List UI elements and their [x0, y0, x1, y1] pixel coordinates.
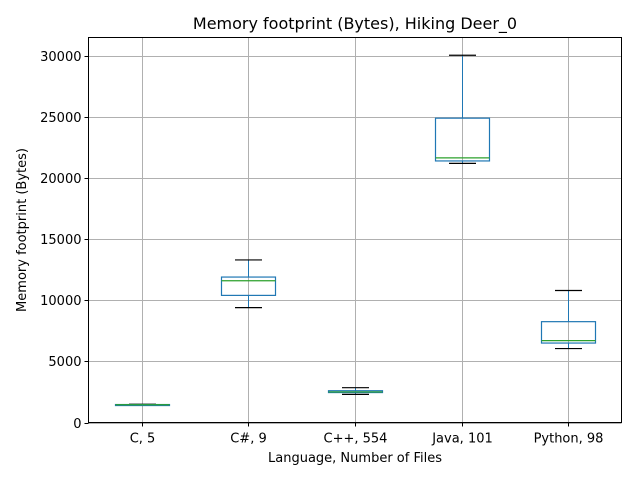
x-tick-label: C++, 554 [324, 432, 388, 447]
iqr-box [220, 276, 277, 296]
y-tick-label: 0 [73, 417, 81, 432]
y-axis-label: Memory footprint (Bytes) [15, 148, 30, 312]
x-tick-label: C, 5 [130, 432, 156, 447]
y-tick-label: 10000 [40, 294, 81, 309]
y-tick-label: 30000 [40, 50, 81, 65]
grid-lines [88, 37, 622, 424]
box-2 [327, 387, 384, 395]
x-axis: C, 5 C#, 9 C++, 554 Java, 101 Python, 98 [130, 422, 604, 447]
y-tick-label: 20000 [40, 172, 81, 187]
box-1 [220, 259, 277, 309]
x-tick-label: Python, 98 [534, 432, 604, 447]
x-tick-label: Java, 101 [431, 432, 493, 447]
x-tick-label: C#, 9 [230, 432, 267, 447]
iqr-box [540, 321, 597, 344]
box-4 [540, 289, 597, 350]
x-axis-label: Language, Number of Files [268, 451, 442, 466]
box-series [114, 54, 597, 407]
chart-title: Memory footprint (Bytes), Hiking Deer_0 [193, 14, 517, 34]
y-axis: 0 5000 10000 15000 20000 25000 30000 [40, 50, 89, 432]
box-0 [114, 403, 171, 407]
y-tick-label: 5000 [48, 355, 81, 370]
iqr-box [434, 117, 491, 162]
box-3 [434, 54, 491, 164]
y-tick-label: 25000 [40, 111, 81, 126]
y-tick-label: 15000 [40, 233, 81, 248]
